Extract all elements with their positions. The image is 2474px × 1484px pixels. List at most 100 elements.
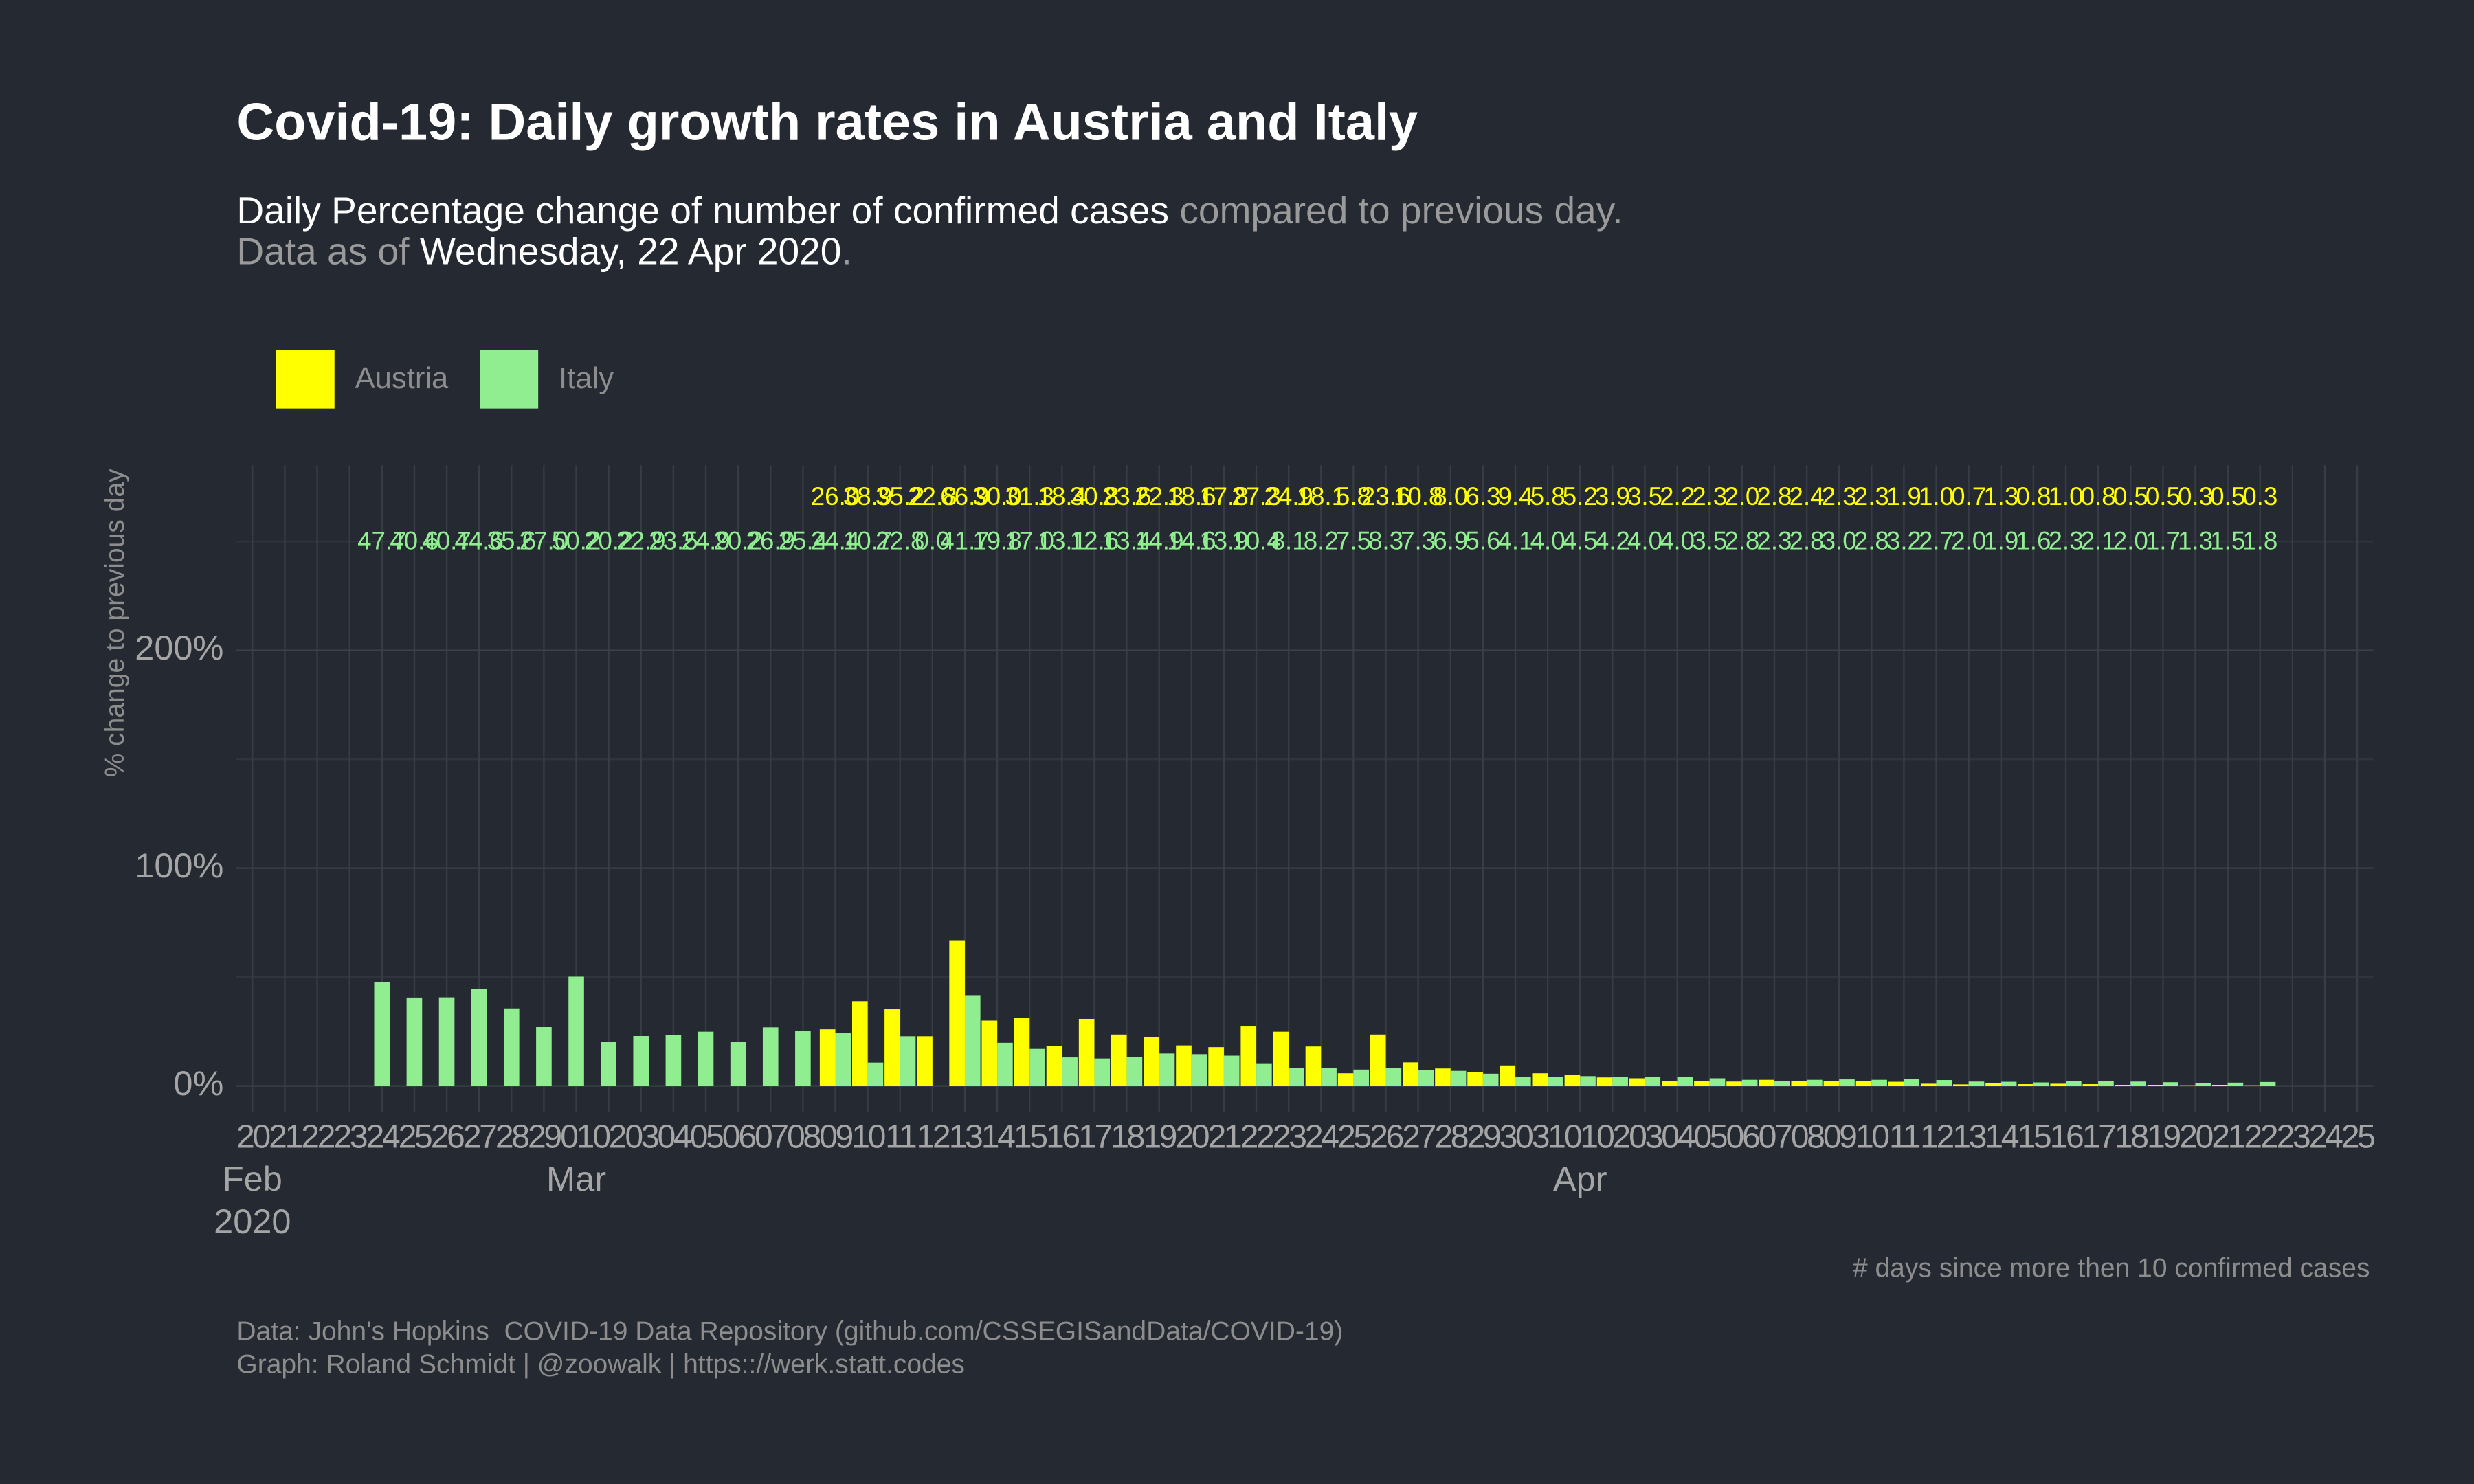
bar — [1418, 1070, 1434, 1086]
x-tick-label: 03 — [1629, 1118, 1662, 1155]
subtitle-part: Wednesday, 22 Apr 2020 — [420, 229, 842, 272]
x-tick-label: 22 — [301, 1118, 334, 1155]
subtitle: Daily Percentage change of number of con… — [236, 189, 1623, 232]
bar — [2260, 1081, 2276, 1086]
data-label: 5.6 — [1465, 526, 1500, 554]
data-label: 1.9 — [1983, 526, 2018, 554]
data-label: 22.8 — [908, 482, 957, 510]
bar — [1580, 1076, 1596, 1086]
data-label: 24.4 — [811, 526, 860, 554]
bar — [1839, 1079, 1855, 1086]
data-label: 40.6 — [390, 526, 438, 554]
bar — [1403, 1062, 1418, 1086]
x-tick-label: 05 — [690, 1118, 723, 1155]
data-label: 24.9 — [681, 526, 730, 554]
bar — [1159, 1053, 1175, 1086]
x-tick-label: 17 — [2082, 1118, 2115, 1155]
bar — [884, 1009, 900, 1086]
data-label: 2.2 — [1660, 482, 1695, 510]
data-label: 35.6 — [487, 526, 536, 554]
bar — [1807, 1079, 1823, 1086]
bar — [438, 997, 455, 1086]
data-label: 0.5 — [2113, 482, 2148, 510]
x-tick-label: 23 — [333, 1118, 366, 1155]
data-label: 10.4 — [1232, 526, 1280, 554]
data-label: 2.0 — [2113, 526, 2148, 554]
data-label: 40.7 — [422, 526, 471, 554]
data-label: 9.4 — [1497, 482, 1533, 510]
data-label: 10.8 — [1394, 482, 1442, 510]
data-label: 35.2 — [876, 482, 924, 510]
data-label: 23.6 — [1102, 482, 1151, 510]
bar — [819, 1029, 836, 1086]
x-tick-label: 26 — [1370, 1118, 1403, 1155]
bar — [1144, 1037, 1159, 1086]
data-label: 0.5 — [2146, 482, 2181, 510]
data-label: 3.2 — [1886, 526, 1921, 554]
y-tick-label: 200% — [135, 628, 223, 667]
bar — [900, 1036, 916, 1086]
bar — [633, 1036, 649, 1086]
bar — [1823, 1081, 1840, 1086]
bar — [698, 1031, 714, 1086]
x-tick-label: 27 — [463, 1118, 496, 1155]
bar — [1223, 1055, 1240, 1086]
caption: Graph: Roland Schmidt | @zoowalk | https… — [236, 1350, 965, 1380]
bar — [1273, 1031, 1289, 1086]
bar — [1208, 1047, 1224, 1086]
x-tick-label: 23 — [1273, 1118, 1306, 1155]
x-tick-label: 04 — [658, 1118, 691, 1155]
data-label: 1.3 — [2178, 526, 2213, 554]
x-tick-label: 17 — [1078, 1118, 1111, 1155]
bar — [1500, 1065, 1515, 1086]
bar — [1612, 1077, 1628, 1086]
bar — [665, 1035, 682, 1086]
data-label: 0.7 — [1951, 482, 1986, 510]
x-tick-label: 02 — [1596, 1118, 1629, 1155]
data-label: 50.2 — [552, 526, 601, 554]
bar — [1532, 1073, 1548, 1086]
bar — [1305, 1046, 1322, 1086]
subtitle-part: . — [841, 229, 851, 272]
data-label: 27.3 — [1232, 482, 1280, 510]
data-label: 0.8 — [2081, 482, 2116, 510]
x-tick-label: 15 — [2018, 1118, 2051, 1155]
x-tick-label: 29 — [1467, 1118, 1500, 1155]
data-label: 17.0 — [1005, 526, 1054, 554]
bar — [1482, 1073, 1499, 1086]
x-tick-label: 01 — [1564, 1118, 1597, 1155]
data-label: 20.2 — [713, 526, 762, 554]
bar — [1677, 1077, 1693, 1086]
data-label: 13.9 — [1199, 526, 1248, 554]
data-label: 41.7 — [940, 526, 989, 554]
bar — [2115, 1085, 2131, 1086]
bar — [981, 1020, 998, 1086]
data-label: 4.0 — [1530, 526, 1565, 554]
data-label: 38.9 — [843, 482, 892, 510]
x-tick-label: 24 — [2309, 1118, 2343, 1155]
bar — [471, 989, 487, 1086]
data-label: 2.0 — [1951, 526, 1986, 554]
bar — [1450, 1070, 1467, 1086]
data-label: 6.9 — [1433, 526, 1468, 554]
bar — [795, 1031, 811, 1086]
bar — [1337, 1073, 1354, 1086]
data-label: 3.0 — [1822, 526, 1857, 554]
x-tick-label: 23 — [2276, 1118, 2309, 1155]
data-label: 5.2 — [1563, 482, 1598, 510]
data-label: 2.0 — [1724, 482, 1759, 510]
bar — [1968, 1081, 1985, 1086]
bar — [1920, 1083, 1937, 1086]
data-label: 4.5 — [1563, 526, 1598, 554]
x-tick-label: 01 — [560, 1118, 593, 1155]
data-label: 4.2 — [1595, 526, 1630, 554]
x-tick-label: 12 — [916, 1118, 949, 1155]
data-label: 23.6 — [1361, 482, 1410, 510]
x-tick-label: 15 — [1014, 1118, 1047, 1155]
data-label: 22.3 — [1135, 482, 1183, 510]
x-tick-label: 31 — [1532, 1118, 1565, 1155]
bar — [1240, 1026, 1257, 1086]
data-label: 0.0 — [915, 526, 950, 554]
bar — [1321, 1068, 1337, 1086]
x-tick-label: 08 — [1791, 1118, 1824, 1155]
